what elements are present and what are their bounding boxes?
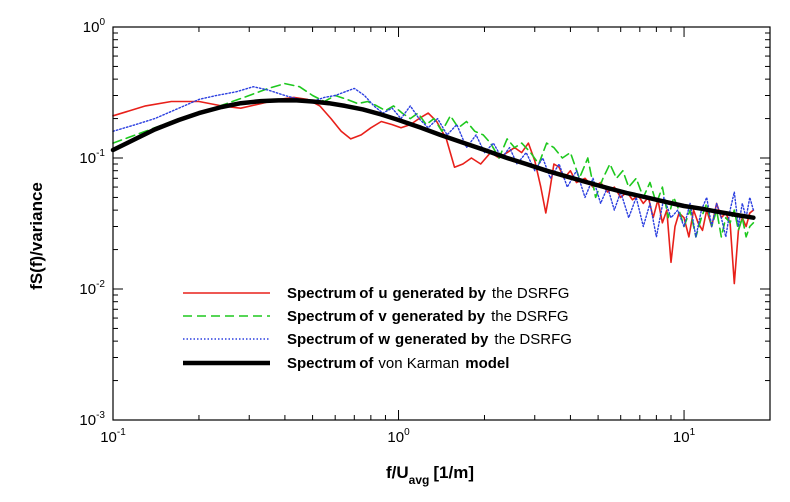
legend-label: Spectrum of u generated by the DSRFG bbox=[287, 285, 569, 302]
series-line-4 bbox=[110, 98, 756, 220]
x-axis-label-main: f/U bbox=[386, 463, 409, 482]
x-axis-label-sub: avg bbox=[409, 473, 430, 487]
legend-label: Spectrum of w generated by the DSRFG bbox=[287, 331, 572, 348]
series-layer bbox=[110, 82, 756, 285]
y-axis-label: fS(f)/variance bbox=[27, 182, 46, 290]
series-line-1 bbox=[112, 96, 755, 285]
plot-frame bbox=[112, 26, 771, 421]
x-tick-label: 100 bbox=[387, 427, 410, 446]
x-axis-label: f/Uavg [1/m] bbox=[386, 463, 474, 487]
x-axis-label-unit: [1/m] bbox=[433, 463, 474, 482]
x-tick-label: 101 bbox=[673, 427, 696, 446]
y-tick-label: 10-2 bbox=[79, 279, 105, 298]
y-tick-label: 100 bbox=[83, 17, 106, 36]
series-line-2 bbox=[112, 82, 755, 238]
y-tick-label: 10-3 bbox=[79, 410, 105, 429]
y-tick-label: 10-1 bbox=[79, 148, 105, 167]
series-line-3 bbox=[112, 86, 755, 238]
legend-label: Spectrum of von Karman model bbox=[287, 355, 509, 372]
axes-layer: 10-1 100 101 10-3 10-2 10-1 100 bbox=[79, 17, 771, 446]
x-tick-label: 10-1 bbox=[100, 427, 126, 446]
legend-label: Spectrum of v generated by the DSRFG bbox=[287, 308, 569, 325]
legend: Spectrum of u generated by the DSRFG Spectrum… bbox=[183, 285, 572, 372]
